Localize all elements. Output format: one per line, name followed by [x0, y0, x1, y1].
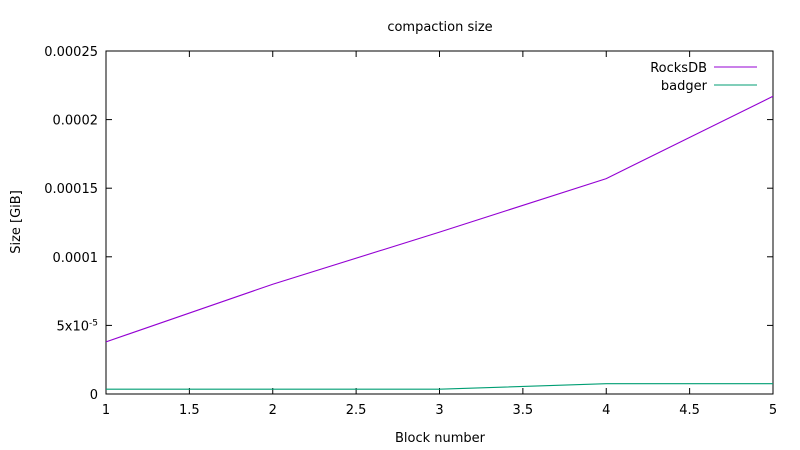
x-axis-ticks: 1 1.5 2 2.5 3 3.5 4 4.5 5	[102, 51, 777, 418]
x-tick-label: 4.5	[679, 403, 700, 418]
x-tick-label: 2	[269, 403, 277, 418]
y-tick-label: 5x10-5	[57, 318, 99, 334]
legend-label: badger	[661, 79, 708, 94]
x-tick-label: 3.5	[513, 403, 534, 418]
y-tick-label: 0.00015	[44, 182, 98, 197]
plot-frame	[105, 50, 774, 395]
y-tick-label: 0.0001	[53, 251, 99, 266]
series-layer	[105, 95, 774, 390]
legend-label: RocksDB	[650, 61, 707, 76]
y-tick-label: 0.0002	[53, 114, 99, 129]
x-axis-label: Block number	[395, 431, 486, 446]
x-tick-label: 1.5	[179, 403, 200, 418]
y-axis-ticks: 0 5x10-5 0.0001 0.00015 0.0002 0.00025	[44, 45, 773, 403]
chart-title: compaction size	[387, 20, 492, 35]
x-tick-label: 5	[769, 403, 777, 418]
y-axis-label: Size [GiB]	[9, 190, 24, 254]
x-tick-label: 3	[435, 403, 443, 418]
x-tick-label: 4	[602, 403, 610, 418]
y-tick-label: 0.00025	[44, 45, 98, 60]
series-line-rocksdb	[105, 95, 774, 343]
series-line-badger	[106, 383, 773, 390]
plot-area	[105, 50, 774, 395]
legend: RocksDB badger	[650, 61, 757, 94]
x-tick-label: 1	[102, 403, 110, 418]
y-tick-label: 0	[90, 388, 98, 403]
x-tick-label: 2.5	[346, 403, 367, 418]
